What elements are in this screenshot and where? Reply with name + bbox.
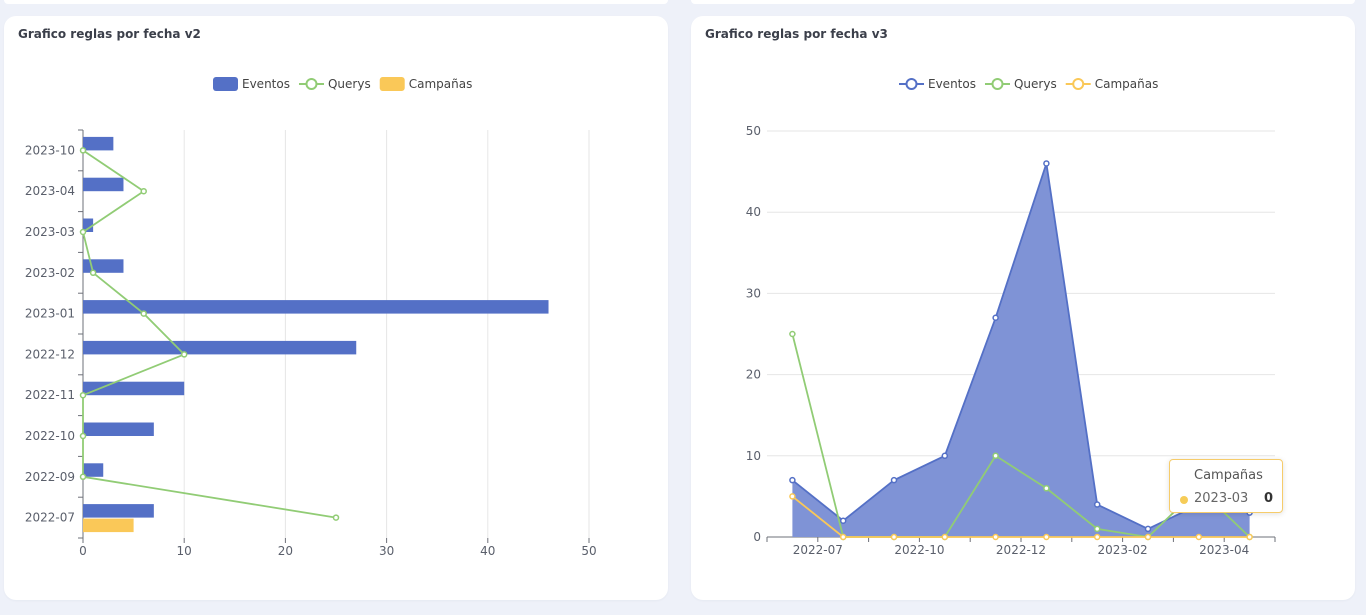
querys-point — [79, 228, 87, 236]
bar-eventos — [83, 136, 114, 151]
querys-line — [81, 149, 337, 519]
y-tick-label: 2023-10 — [25, 143, 75, 157]
campanas-point — [941, 533, 949, 541]
x-tick-label: 50 — [581, 544, 596, 558]
eventos-point — [839, 517, 847, 525]
legend-label-campanas: Campañas — [1095, 77, 1159, 91]
querys-point — [180, 351, 188, 358]
querys-point — [1043, 485, 1050, 492]
top-card-edge-left — [4, 0, 668, 4]
legend-marker-eventos — [213, 77, 238, 91]
campanas-point — [789, 493, 796, 500]
y-tick-label: 0 — [753, 530, 761, 544]
legend-label-eventos: Eventos — [242, 77, 290, 91]
querys-point — [79, 391, 87, 399]
eventos-point — [789, 476, 796, 484]
chart-card-v3: Grafico reglas por fecha v3 0 10 20 30 40 50 2… — [691, 16, 1355, 600]
legend-marker-querys — [991, 78, 1004, 90]
x-tick-label: 2023-04 — [1199, 543, 1249, 557]
chart-title: Grafico reglas por fecha v2 — [18, 27, 201, 41]
chart-tooltip: Campañas 2023-03 0 — [1169, 459, 1283, 513]
querys-point — [79, 147, 87, 154]
eventos-area — [792, 163, 1250, 538]
campanas-line — [791, 495, 1250, 538]
campanas-point — [890, 533, 898, 541]
y-tick-label: 10 — [746, 449, 761, 463]
y-tick-label: 40 — [746, 205, 761, 219]
y-tick-label: 2023-01 — [25, 307, 75, 321]
x-tick-label: 2023-02 — [1098, 543, 1148, 557]
querys-point — [789, 330, 796, 338]
tooltip-category: 2023-03 — [1194, 491, 1249, 506]
campanas-point — [839, 533, 847, 541]
x-tick-label: 20 — [278, 544, 293, 558]
querys-point — [332, 514, 340, 521]
y-tick-label: 2023-02 — [25, 266, 75, 280]
x-tick-label: 2022-07 — [793, 543, 843, 557]
eventos-line — [791, 163, 1250, 530]
x-tick-label: 2022-12 — [996, 543, 1046, 557]
legend-marker-campanas — [1072, 78, 1085, 90]
legend-label-eventos: Eventos — [928, 77, 976, 91]
legend-marker-eventos — [905, 78, 918, 90]
bar-chart: 0 10 20 30 40 50 2022-07 2022-09 2022-10 2022-11 2… — [25, 77, 597, 558]
querys-point — [89, 269, 97, 277]
campanas-point — [1246, 533, 1253, 541]
tooltip-series-name: Campañas — [1194, 468, 1263, 483]
area-chart: 0 10 20 30 40 50 2022-07 2022-10 2022-12 2023-02 2… — [746, 77, 1276, 557]
y-tick-label: 50 — [746, 124, 761, 138]
campanas-point — [1093, 533, 1101, 541]
eventos-point — [890, 476, 898, 484]
legend-marker-campanas — [379, 77, 405, 91]
campanas-point — [1144, 533, 1152, 541]
querys-point — [140, 310, 147, 317]
chart-card-v2: Grafico reglas por fecha v2 0 10 20 30 40 50 2… — [4, 16, 668, 600]
querys-point — [992, 452, 999, 460]
bar-eventos — [83, 422, 154, 436]
legend-label-querys: Querys — [1014, 77, 1057, 91]
x-tick-label: 2022-10 — [894, 543, 944, 557]
y-tick-label: 2023-04 — [25, 184, 75, 198]
chart-title: Grafico reglas por fecha v3 — [705, 27, 888, 41]
x-tick-label: 10 — [177, 544, 192, 558]
campanas-point — [1195, 533, 1203, 541]
y-tick-label: 2022-07 — [25, 511, 75, 525]
tooltip-series-dot — [1180, 496, 1188, 504]
querys-point — [140, 187, 147, 195]
y-tick-label: 30 — [746, 286, 761, 300]
bar-eventos — [83, 218, 94, 232]
y-tick-label: 2022-11 — [25, 388, 75, 402]
legend-label-campanas: Campañas — [409, 77, 473, 91]
querys-point — [79, 473, 87, 481]
legend-marker-querys — [305, 78, 318, 90]
bar-eventos — [83, 177, 124, 192]
bar-eventos — [83, 463, 104, 477]
y-tick-label: 2022-09 — [25, 470, 75, 484]
campanas-point — [992, 533, 999, 541]
querys-point — [1093, 525, 1101, 533]
x-tick-label: 30 — [379, 544, 394, 558]
bar-eventos — [83, 504, 154, 518]
eventos-point — [1043, 160, 1050, 167]
bar-eventos — [83, 259, 124, 273]
y-tick-label: 2022-10 — [25, 429, 75, 443]
eventos-point — [1093, 501, 1101, 508]
eventos-point — [1144, 525, 1152, 533]
bar-eventos — [83, 300, 549, 314]
eventos-point — [941, 452, 949, 460]
y-tick-label: 20 — [746, 368, 761, 382]
bar-campanas — [83, 518, 134, 533]
x-tick-label: 0 — [79, 544, 87, 558]
legend-label-querys: Querys — [328, 77, 371, 91]
tooltip-value: 0 — [1263, 491, 1273, 506]
x-tick-label: 40 — [480, 544, 495, 558]
querys-point — [79, 432, 87, 440]
eventos-point — [992, 314, 999, 322]
y-tick-label: 2022-12 — [25, 347, 75, 361]
campanas-point — [1043, 533, 1050, 541]
top-card-edge-right — [691, 0, 1355, 4]
bar-eventos — [83, 340, 357, 355]
y-tick-label: 2023-03 — [25, 225, 75, 239]
